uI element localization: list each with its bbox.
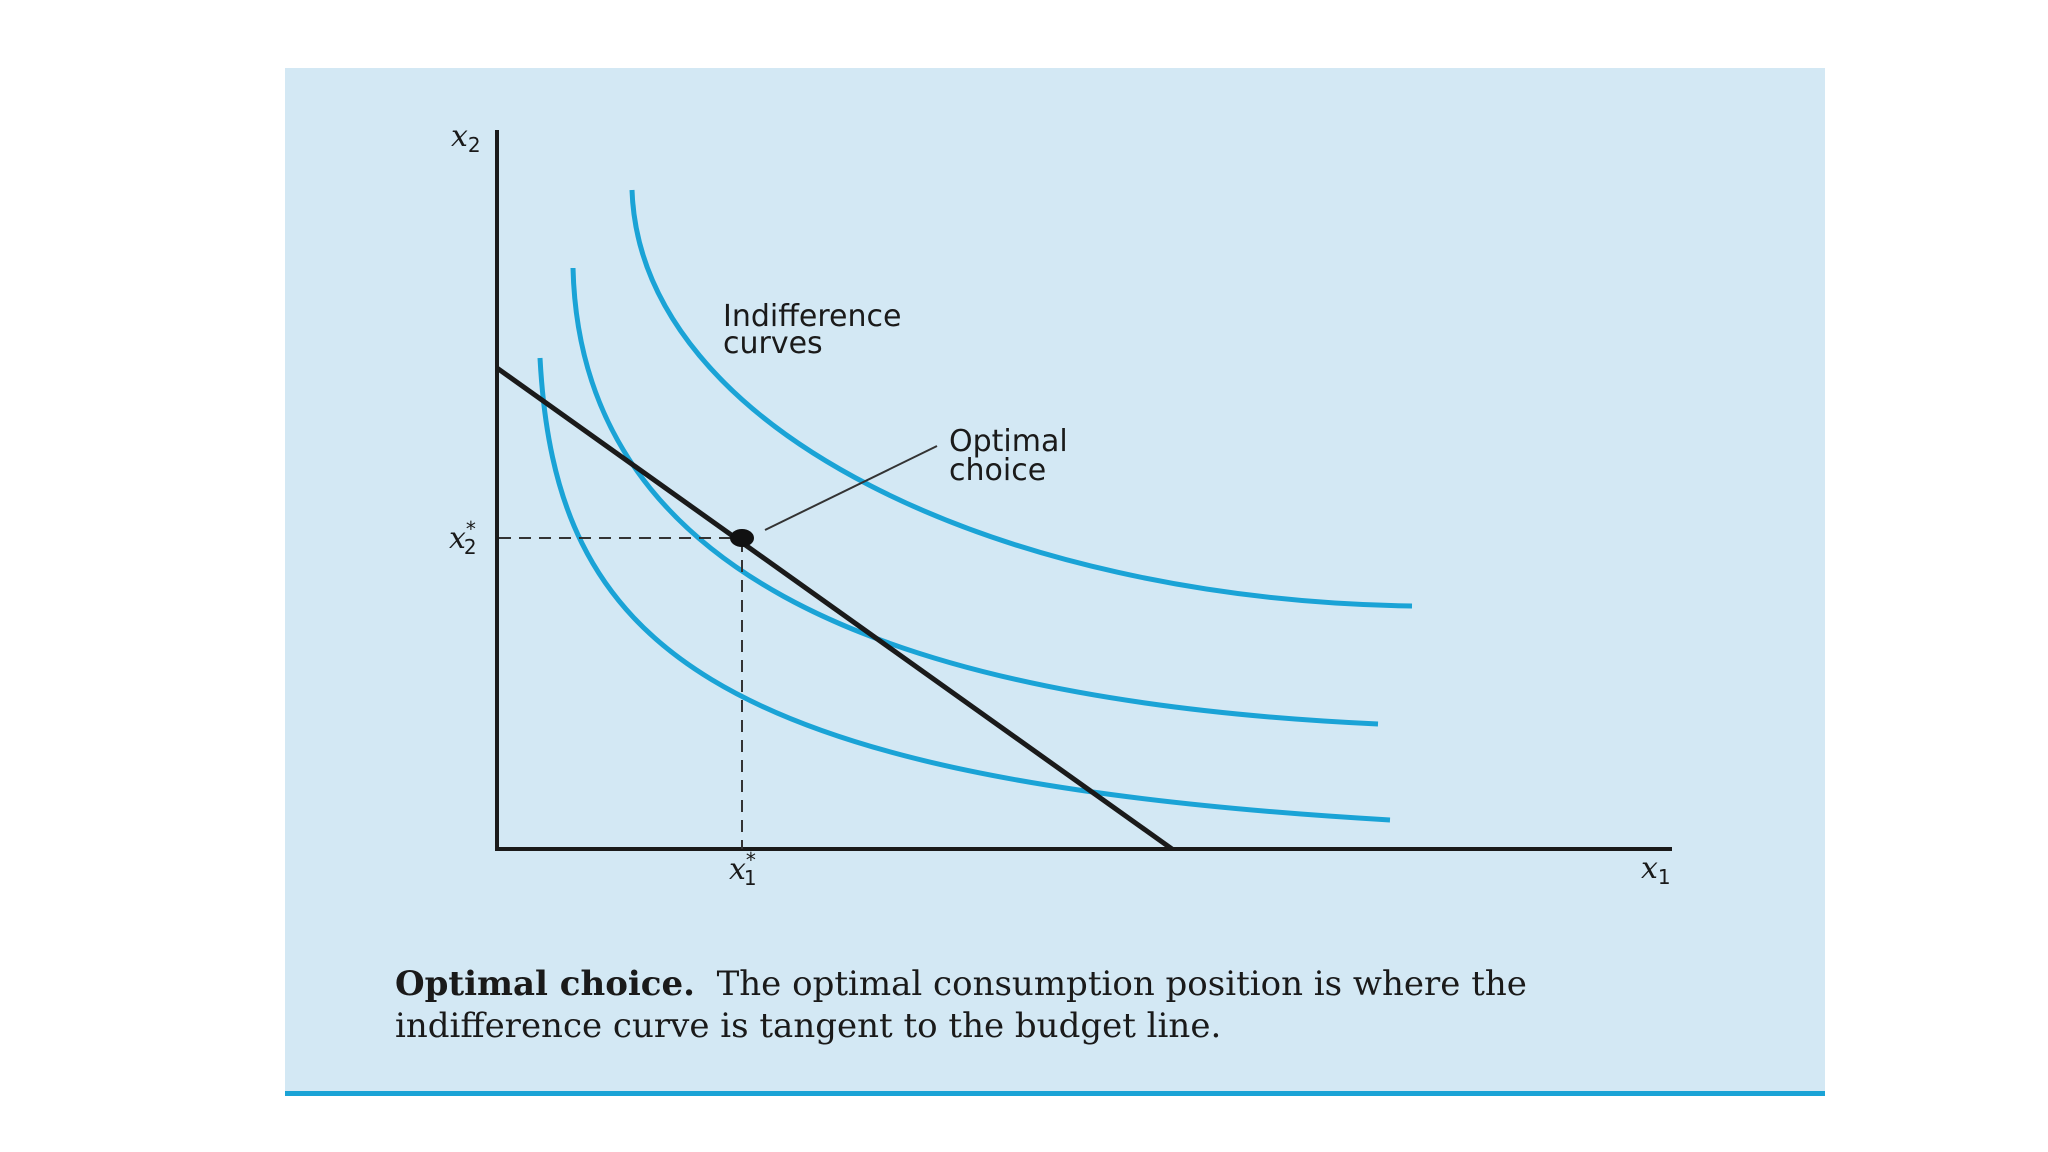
optimal-choice-label-line1: Optimal: [949, 424, 1068, 459]
indifference-curves-label-line2: curves: [723, 326, 823, 361]
figure-caption: Optimal choice. The optimal consumption …: [395, 963, 1735, 1047]
optimal-choice-label-line2: choice: [949, 453, 1046, 488]
budget-line: [495, 365, 1174, 852]
x1-star-label: x* 1: [729, 848, 757, 890]
y-axis-label: x2: [451, 119, 481, 157]
caption-title: Optimal choice.: [395, 964, 695, 1004]
indifference-curve-high: [629, 189, 1413, 609]
optimal-choice-point: [730, 529, 754, 547]
indifference-curve-mid: [570, 267, 1379, 727]
x2-star-label: x* 2: [449, 517, 477, 559]
optimal-choice-leader: [764, 445, 938, 531]
indifference-curves-label-line1: Indifference: [723, 299, 901, 334]
caption-text: The optimal consumption position is wher…: [395, 964, 1527, 1046]
figure-panel: [285, 68, 1825, 1096]
x-axis-label: x1: [1641, 851, 1671, 889]
indifference-curve-low: [537, 357, 1391, 823]
